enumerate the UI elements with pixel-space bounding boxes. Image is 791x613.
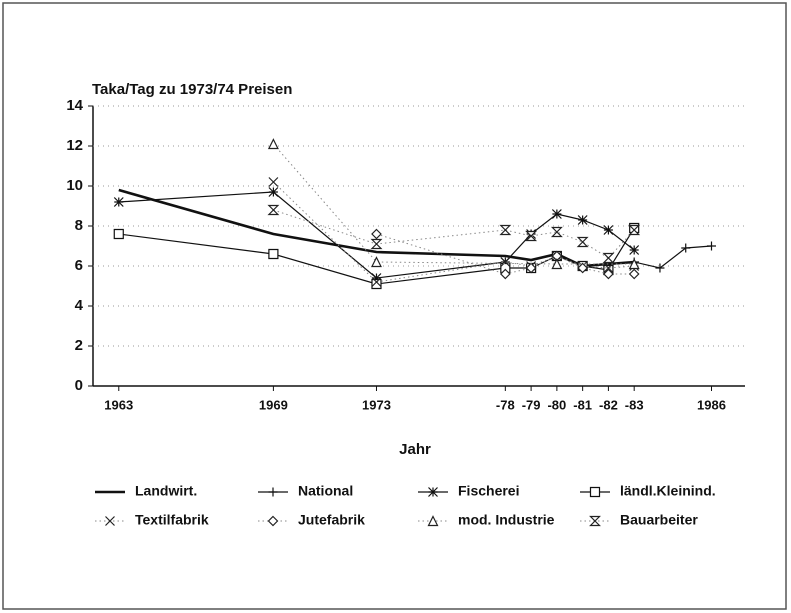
legend-label: Fischerei	[458, 483, 519, 499]
point-marker	[371, 256, 382, 268]
point-marker	[500, 257, 511, 267]
point-marker	[550, 226, 563, 238]
chart-title: Taka/Tag zu 1973/74 Preisen	[92, 81, 292, 98]
point-marker	[629, 245, 640, 255]
legend-label: Landwirt.	[135, 483, 197, 499]
legend-marker	[105, 516, 115, 526]
point-marker	[628, 224, 641, 236]
point-marker	[576, 236, 589, 248]
point-marker	[655, 263, 665, 273]
point-marker	[525, 230, 538, 242]
point-marker	[268, 187, 279, 197]
y-tick-label: 14	[66, 97, 83, 114]
y-tick-label: 6	[75, 257, 83, 274]
legend-marker	[268, 487, 278, 497]
point-marker	[602, 252, 615, 264]
legend-marker	[589, 486, 601, 498]
x-tick-label: -78	[496, 397, 515, 412]
x-tick-label: 1986	[697, 397, 726, 412]
legend-marker	[428, 487, 438, 497]
y-tick-label: 10	[66, 177, 83, 194]
point-marker	[113, 228, 124, 240]
x-tick-label: -82	[599, 397, 618, 412]
point-marker	[371, 278, 382, 290]
point-marker	[577, 215, 588, 225]
legend-label: Bauarbeiter	[620, 512, 698, 528]
point-marker	[370, 238, 383, 250]
legend-label: National	[298, 483, 353, 499]
point-marker	[706, 241, 716, 251]
point-marker	[525, 262, 537, 274]
point-marker	[267, 204, 280, 216]
x-tick-label: -81	[573, 397, 592, 412]
point-marker	[603, 263, 614, 273]
y-tick-label: 12	[66, 137, 83, 154]
point-marker	[551, 209, 562, 219]
x-tick-label: 1963	[104, 397, 133, 412]
series-line	[634, 245, 712, 269]
point-marker	[371, 277, 382, 287]
point-marker	[603, 225, 614, 235]
point-marker	[603, 268, 614, 280]
point-marker	[371, 228, 382, 240]
point-marker	[499, 268, 511, 280]
point-marker	[577, 262, 588, 274]
series-line	[118, 188, 635, 268]
x-axis-label: Jahr	[399, 441, 431, 458]
legend-label: Jutefabrik	[298, 512, 365, 528]
legend-marker	[427, 515, 439, 527]
y-tick-label: 4	[75, 297, 84, 314]
point-marker	[551, 258, 563, 270]
point-marker	[681, 243, 691, 253]
point-marker	[113, 197, 124, 207]
x-tick-label: 1973	[362, 397, 391, 412]
x-tick-label: -80	[547, 397, 566, 412]
legend-marker	[589, 515, 601, 527]
y-tick-label: 8	[75, 217, 83, 234]
legend-label: ländl.Kleinind.	[620, 483, 716, 499]
point-marker	[499, 224, 512, 236]
point-marker	[371, 273, 382, 283]
y-tick-label: 0	[75, 377, 83, 394]
x-tick-label: -79	[522, 397, 541, 412]
point-marker	[628, 268, 640, 280]
point-marker	[268, 248, 279, 260]
legend-label: Textilfabrik	[135, 512, 209, 528]
legend-label: mod. Industrie	[458, 512, 555, 528]
point-marker	[267, 138, 279, 150]
y-tick-label: 2	[75, 337, 83, 354]
point-marker	[268, 177, 279, 187]
legend-marker	[267, 515, 279, 527]
x-tick-label: -83	[625, 397, 644, 412]
point-marker	[628, 258, 640, 270]
x-tick-label: 1969	[259, 397, 288, 412]
